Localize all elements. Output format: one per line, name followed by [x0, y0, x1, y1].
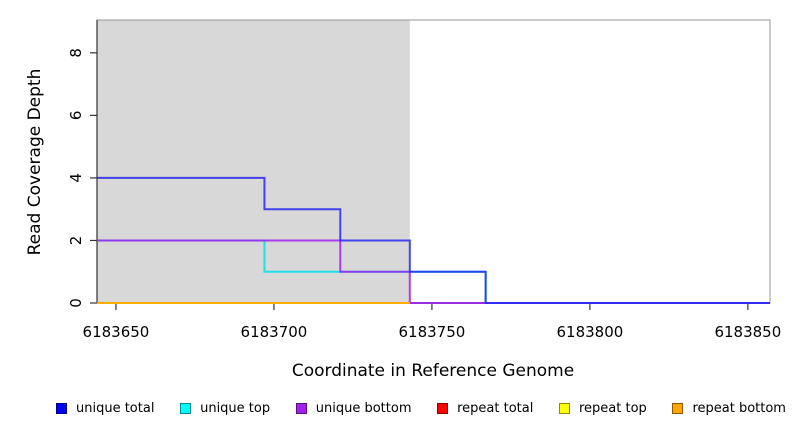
- y-axis-title: Read Coverage Depth: [25, 69, 45, 256]
- legend-label: unique total: [76, 400, 155, 416]
- y-tick-label: 0: [67, 298, 85, 308]
- series-line-unique-bottom: [97, 239, 770, 304]
- x-tick-label: 6183800: [556, 323, 623, 341]
- legend-swatch-repeat-bottom: [672, 402, 684, 414]
- y-tick-label: 6: [67, 111, 85, 121]
- legend-swatch-repeat-total: [437, 402, 449, 414]
- legend-swatch-unique-total: [56, 402, 67, 414]
- y-tick-label: 8: [67, 48, 85, 58]
- legend-item-repeat-total: repeat total: [437, 401, 533, 416]
- x-axis-title: Coordinate in Reference Genome: [292, 361, 574, 381]
- legend-label: repeat top: [579, 400, 647, 416]
- y-tick-label: 2: [67, 236, 85, 246]
- legend-item-repeat-top: repeat top: [559, 401, 647, 416]
- legend-swatch-unique-top: [180, 402, 192, 414]
- legend-label: unique bottom: [315, 400, 412, 416]
- x-tick-label: 6183750: [399, 323, 466, 341]
- x-tick-label: 6183650: [83, 323, 150, 341]
- x-tick-label: 6183850: [714, 323, 781, 341]
- legend-swatch-unique-bottom: [295, 402, 307, 414]
- legend-label: repeat total: [457, 400, 534, 416]
- legend: unique total unique top unique bottom repea…: [56, 399, 786, 417]
- legend-item-repeat-bottom: repeat bottom: [672, 401, 786, 416]
- legend-swatch-repeat-top: [559, 402, 570, 414]
- repeat-region-shading: [97, 20, 410, 303]
- series-line-unique-total: [97, 176, 770, 304]
- legend-item-unique-top: unique top: [180, 401, 270, 416]
- legend-item-unique-bottom: unique bottom: [295, 400, 412, 416]
- x-tick-label: 6183700: [241, 323, 308, 341]
- legend-label: unique top: [200, 400, 271, 416]
- legend-item-unique-total: unique total: [56, 401, 154, 416]
- y-tick-label: 4: [67, 173, 85, 183]
- legend-label: repeat bottom: [692, 400, 786, 416]
